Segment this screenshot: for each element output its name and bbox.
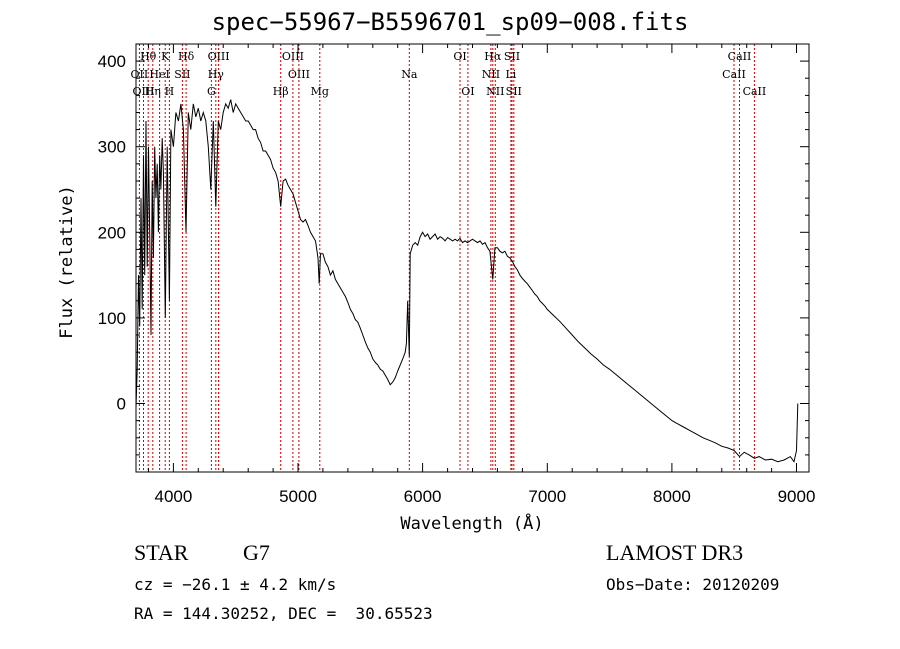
marker-label-9: OII (131, 68, 149, 81)
marker-label-23: Mg (311, 85, 329, 98)
y-tick-label-1: 100 (98, 309, 126, 328)
marker-label-8: CaII (728, 50, 752, 63)
marker-label-10: HeI (149, 68, 169, 81)
marker-label-15: NII (482, 68, 500, 81)
marker-label-11: SII (174, 68, 190, 81)
redshift-info: cz = −26.1 ± 4.2 km/s (134, 575, 337, 594)
marker-label-7: SII (504, 50, 520, 63)
marker-label-14: Na (401, 68, 418, 81)
object-subclass: G7 (243, 540, 270, 565)
x-tick-label-1: 5000 (279, 487, 317, 506)
marker-label-21: G (207, 85, 216, 98)
observation-date: Obs−Date: 20120209 (606, 575, 780, 594)
x-axis-label: Wavelength (Å) (400, 512, 543, 534)
coordinates: RA = 144.30252, DEC = 30.65523 (134, 604, 433, 623)
marker-label-13: OIII (288, 68, 310, 81)
marker-label-25: NII (486, 85, 504, 98)
marker-label-17: CaII (722, 68, 746, 81)
marker-label-1: K (161, 50, 170, 63)
marker-label-27: CaII (743, 85, 767, 98)
y-tick-label-3: 300 (98, 138, 126, 157)
marker-label-19: Hη (145, 85, 161, 98)
marker-label-5: OI (453, 50, 466, 63)
marker-label-24: OI (461, 85, 474, 98)
emission-line-markers (138, 44, 755, 472)
spectrum-line (135, 99, 799, 463)
marker-label-2: Hδ (178, 50, 195, 63)
y-tick-label-2: 200 (98, 223, 126, 242)
marker-label-22: Hβ (273, 85, 289, 98)
y-axis-label: Flux (relative) (57, 185, 77, 339)
x-tick-label-5: 9000 (778, 487, 816, 506)
marker-label-6: Hα (484, 50, 502, 63)
marker-label-18: OIII (132, 85, 154, 98)
marker-label-20: H (165, 85, 175, 98)
survey-name: LAMOST DR3 (606, 540, 744, 565)
x-tick-label-4: 8000 (653, 487, 691, 506)
x-tick-label-0: 4000 (154, 487, 192, 506)
x-tick-label-2: 6000 (404, 487, 442, 506)
x-tick-label-3: 7000 (528, 487, 566, 506)
marker-label-26: SII (506, 85, 522, 98)
marker-label-4: OIII (282, 50, 304, 63)
chart-title: spec−55967−B5596701_sp09−008.fits (211, 8, 689, 36)
marker-label-3: OIII (208, 50, 230, 63)
object-class: STAR (134, 540, 189, 565)
plot-frame (135, 43, 810, 473)
y-tick-label-4: 400 (98, 52, 126, 71)
marker-label-0: Hθ (140, 50, 157, 63)
marker-label-12: Hγ (208, 68, 225, 81)
marker-label-16: Li (505, 68, 516, 81)
y-tick-label-0: 0 (117, 395, 126, 414)
axis-ticks: 4000 5000 6000 7000 8000 9000 0 100 200 300 400 (98, 43, 816, 506)
